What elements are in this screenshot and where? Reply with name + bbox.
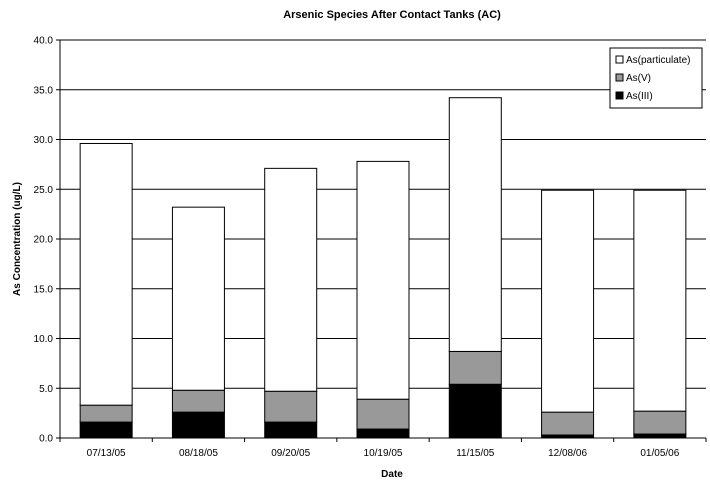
bar-segment [541,411,595,436]
bar-segment [171,389,225,413]
x-axis-label: Date [381,469,403,480]
bar-segment [264,167,318,392]
y-tick-label: 5.0 [39,384,53,395]
chart-title: Arsenic Species After Contact Tanks (AC) [283,9,501,21]
bar-segment [633,189,687,412]
bar-segment [356,428,410,439]
y-tick-label: 25.0 [34,185,54,196]
bar-segment [633,433,687,439]
y-tick-label: 10.0 [34,334,54,345]
legend-swatch [615,91,624,100]
bar-segment [264,390,318,423]
x-tick-label: 10/19/05 [364,448,403,459]
bar-segment [541,189,595,413]
x-tick-label: 07/13/05 [87,448,126,459]
bar-segment [79,142,133,406]
legend-label: As(particulate) [626,55,690,66]
bar-segment [356,398,410,430]
x-tick-label: 01/05/06 [640,448,679,459]
legend-label: As(V) [626,73,651,84]
legend-label: As(III) [626,91,653,102]
y-tick-label: 0.0 [39,434,53,445]
x-tick-label: 11/15/05 [456,448,495,459]
bar-segment [264,421,318,439]
legend-box [609,47,703,109]
x-tick-label: 09/20/05 [271,448,310,459]
y-tick-label: 40.0 [34,36,54,47]
bar-segment [171,411,225,439]
x-tick-labels: 07/13/05 08/18/05 09/20/05 10/19/05 11/15/05… [87,448,680,459]
y-tick-label: 35.0 [34,85,54,96]
bar-segment [79,421,133,439]
bar-segment [448,97,502,352]
y-axis-label: As Concentration (ug/L) [12,182,23,296]
y-tick-label: 20.0 [34,235,54,246]
bar-segment [171,206,225,391]
x-tick-label: 08/18/05 [179,448,218,459]
bars [79,97,687,439]
y-tick-label: 15.0 [34,284,54,295]
bar-segment [79,404,133,423]
legend-swatch [615,55,624,64]
bar-segment [633,410,687,435]
y-tick-label: 30.0 [34,135,54,146]
x-tick-label: 12/08/06 [548,448,587,459]
y-tick-labels: 0.0 5.0 10.0 15.0 20.0 25.0 30.0 35.0 40.0 [34,36,54,445]
bar-segment [356,160,410,400]
bar-segment [448,350,502,385]
legend-swatch [615,73,624,82]
bar-segment [448,383,502,439]
legend: As(particulate) As(V) As(III) [609,47,703,109]
axes [56,39,707,442]
